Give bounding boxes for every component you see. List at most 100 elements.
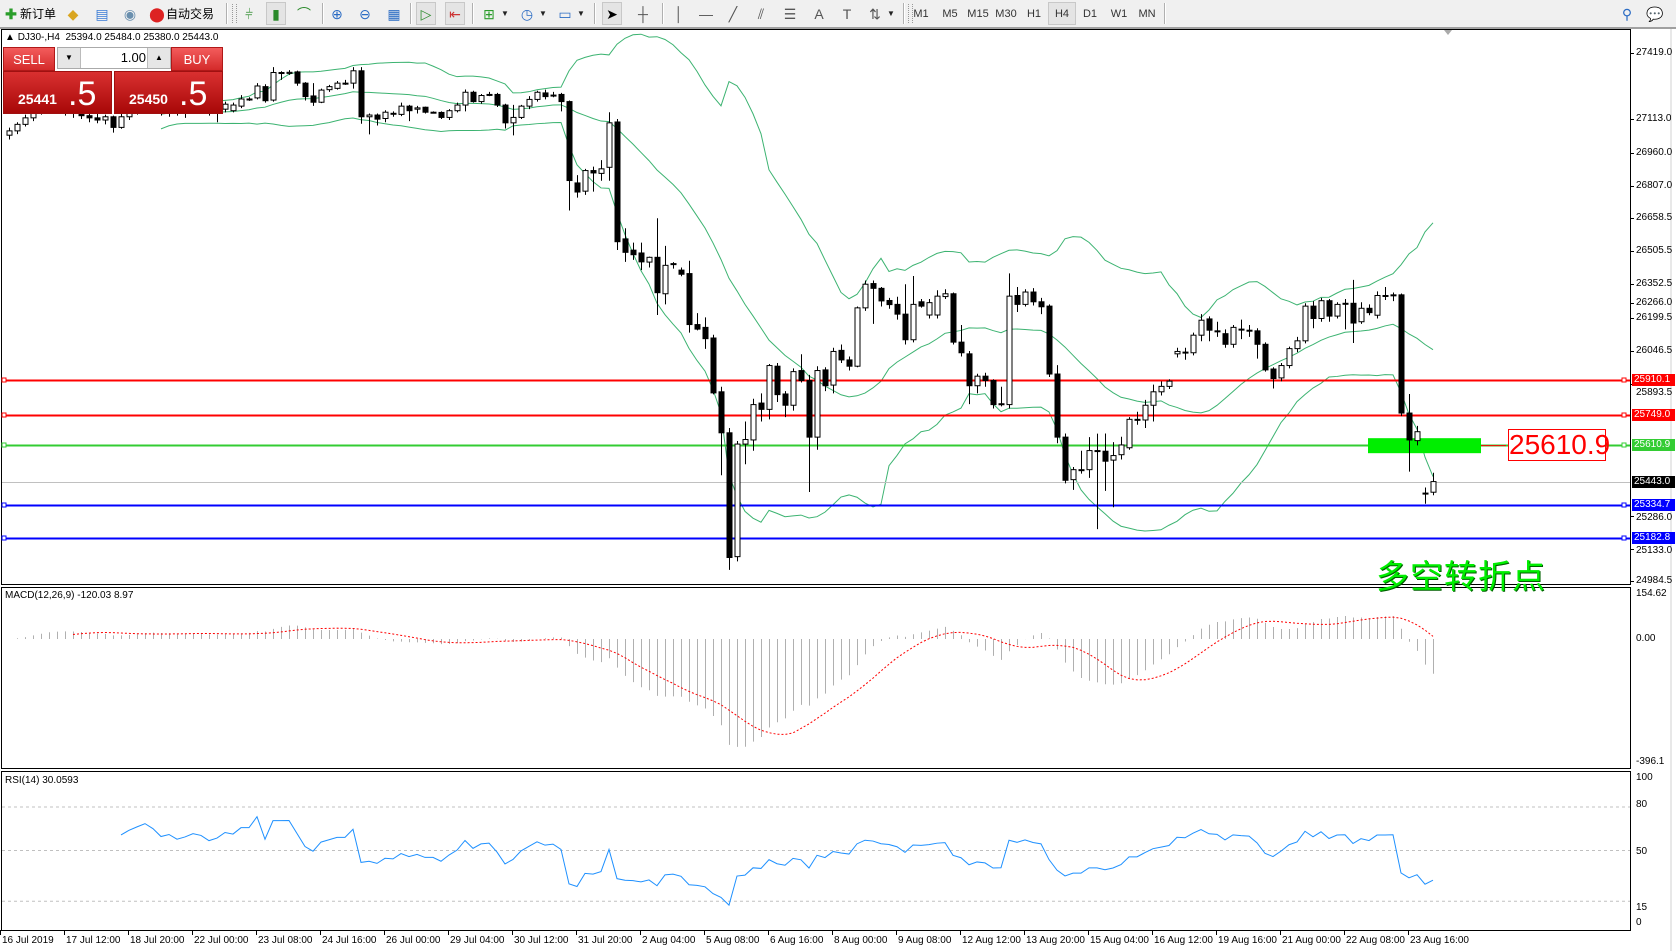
- bullish-candle-body: [670, 263, 677, 266]
- candlestick-button[interactable]: ▮: [266, 2, 286, 25]
- bar-chart-button[interactable]: ⫩: [240, 3, 258, 24]
- candle: [638, 242, 645, 271]
- text-label-button[interactable]: T: [838, 3, 856, 24]
- bullish-candle-body: [1382, 294, 1389, 297]
- price-tick-label: 26960.0: [1636, 146, 1673, 158]
- timeframe-m15[interactable]: M15: [967, 7, 989, 20]
- auto-trading-button[interactable]: ⬤ 自动交易: [148, 3, 214, 24]
- collapse-triangle-icon[interactable]: ▲: [5, 32, 18, 43]
- new-order-button[interactable]: ✚ 新订单: [2, 3, 56, 24]
- bearish-candle-body: [1350, 302, 1357, 324]
- lot-size-input[interactable]: 1.00: [120, 50, 146, 65]
- chevron-down-icon: ▼: [577, 9, 585, 18]
- cursor-button[interactable]: ➤: [602, 2, 622, 25]
- signals-button[interactable]: ◉: [121, 3, 139, 24]
- main-chart-panel: [1, 29, 1631, 585]
- timeframe-m1[interactable]: M1: [913, 7, 929, 20]
- bullish-candle-body: [1190, 334, 1197, 354]
- candle: [238, 95, 245, 109]
- bearish-candle-body: [358, 70, 365, 118]
- text-button[interactable]: A: [810, 3, 828, 24]
- templates-button[interactable]: ▭ ▼: [556, 3, 585, 24]
- time-tick-label: 8 Aug 00:00: [834, 935, 888, 946]
- bearish-candle-body: [110, 116, 117, 128]
- bearish-candle-body: [838, 349, 845, 361]
- vertical-line-button[interactable]: │: [670, 3, 688, 24]
- bullish-candle-body: [478, 95, 485, 103]
- lot-size-stepper[interactable]: ▼ 1.00 ▲: [57, 47, 171, 69]
- timeframe-h1[interactable]: H1: [1026, 7, 1042, 20]
- equidistant-channel-button[interactable]: ⫽: [752, 3, 770, 24]
- buy-price-button[interactable]: 25450 .5: [114, 71, 223, 114]
- macd-axis-min: -396.1: [1636, 756, 1665, 767]
- market-watch-button[interactable]: ▤: [93, 3, 111, 24]
- candle: [1318, 297, 1325, 322]
- lot-increase-button[interactable]: ▲: [147, 48, 170, 68]
- bearish-candle-body: [902, 313, 909, 341]
- bullish-candle-body: [1078, 469, 1085, 472]
- candle: [942, 289, 949, 299]
- clock-icon: ◷: [520, 5, 534, 22]
- bull-bear-turning-point-text[interactable]: 多空转折点: [1376, 557, 1546, 596]
- bearish-candle-body: [918, 301, 925, 307]
- price-tick-label: 25133.0: [1636, 545, 1673, 557]
- auto-trading-label: 自动交易: [166, 7, 215, 21]
- candle: [766, 364, 773, 420]
- bullish-candle-body: [326, 86, 333, 91]
- timeframe-w1[interactable]: W1: [1110, 7, 1128, 20]
- toolbar-grip[interactable]: [232, 4, 237, 23]
- sell-price-button[interactable]: 25441 .5: [3, 71, 112, 114]
- bullish-candle-body: [1086, 450, 1093, 471]
- candle: [1110, 442, 1117, 508]
- bearish-candle-body: [262, 86, 269, 102]
- bullish-candle-body: [390, 112, 397, 115]
- candle: [582, 168, 589, 195]
- ohlc-readout: 25394.0 25484.0 25380.0 25443.0: [65, 32, 219, 43]
- trendline-button[interactable]: ╱: [724, 3, 742, 24]
- timeframe-m30[interactable]: M30: [995, 7, 1017, 20]
- crosshair-button[interactable]: ┼: [634, 3, 652, 24]
- fibonacci-button[interactable]: ☰: [781, 3, 799, 24]
- separator: [903, 3, 905, 24]
- price-callout-label[interactable]: 25610.9: [1508, 429, 1611, 461]
- time-tick-label: 19 Aug 16:00: [1218, 935, 1277, 946]
- chart-shift-button[interactable]: ⇤: [445, 2, 465, 25]
- toolbar-grip[interactable]: [908, 4, 913, 23]
- arrows-button[interactable]: ⇅ ▼: [866, 3, 895, 24]
- bullish-candle-body: [1414, 431, 1421, 442]
- bearish-candle-body: [422, 106, 429, 113]
- candle: [1190, 332, 1197, 356]
- candle: [1030, 288, 1037, 306]
- candle: [822, 367, 829, 392]
- indicators-button[interactable]: ⊞ ▼: [480, 3, 509, 24]
- timeframe-m5[interactable]: M5: [942, 7, 958, 20]
- buy-button[interactable]: BUY: [171, 47, 223, 71]
- candle: [1070, 467, 1077, 490]
- candle: [1246, 324, 1253, 337]
- zoom-in-button[interactable]: ⊕: [328, 3, 346, 24]
- timeframe-h4[interactable]: H4: [1048, 2, 1076, 25]
- lot-decrease-button[interactable]: ▼: [58, 48, 81, 68]
- search-button[interactable]: ⚲: [1618, 3, 1636, 24]
- autoscroll-button[interactable]: ▷: [416, 2, 436, 25]
- zoom-out-button[interactable]: ⊖: [356, 3, 374, 24]
- chat-button[interactable]: 💬: [1646, 3, 1664, 24]
- periods-button[interactable]: ◷ ▼: [518, 3, 547, 24]
- sell-button[interactable]: SELL: [3, 47, 55, 71]
- timeframe-d1[interactable]: D1: [1082, 7, 1098, 20]
- timeframe-mn[interactable]: MN: [1138, 7, 1156, 20]
- tile-windows-button[interactable]: ▦: [385, 3, 403, 24]
- candle: [270, 67, 277, 102]
- sell-price-main: 25441: [18, 91, 57, 107]
- candle: [1342, 298, 1349, 330]
- line-chart-button[interactable]: ⌒: [295, 3, 313, 24]
- candle: [262, 84, 269, 103]
- horizontal-line-button[interactable]: ―: [697, 3, 715, 24]
- bullish-candle-body: [382, 111, 389, 120]
- bearish-candle-body: [438, 111, 445, 118]
- metaeditor-button[interactable]: ◆: [64, 3, 82, 24]
- separator: [594, 3, 596, 24]
- candle: [654, 218, 661, 316]
- candle: [710, 334, 717, 395]
